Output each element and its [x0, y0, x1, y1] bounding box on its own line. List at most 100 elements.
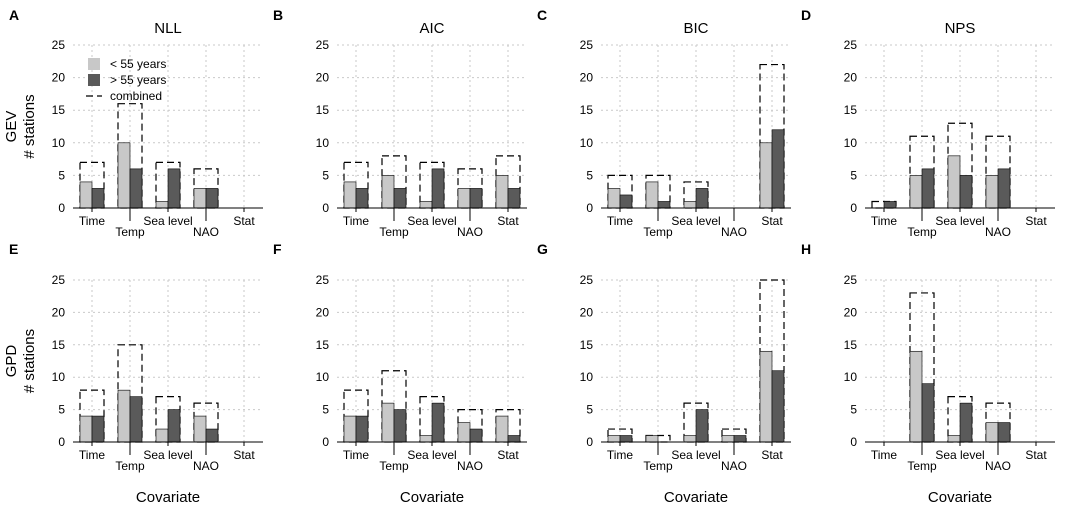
x-tick-label-sea-level: Sea level: [935, 448, 984, 462]
bar-combined-sea-level: [683, 402, 709, 443]
bar-over55-sea-level: [695, 409, 709, 443]
x-axis-title: Covariate: [400, 489, 464, 506]
bar-combined-temp: [909, 292, 935, 443]
bar-over55-time: [91, 188, 105, 209]
bar-under55-nao: [457, 422, 471, 443]
x-tick-label-sea-level: Sea level: [671, 214, 720, 228]
x-tick-label-temp: Temp: [115, 225, 145, 239]
y-tick-label: 10: [52, 136, 66, 150]
bar-under55-stat: [759, 142, 773, 209]
bar-over55-temp: [921, 168, 935, 209]
x-tick-label-time: Time: [343, 448, 370, 462]
bar-over55-nao: [469, 188, 483, 209]
panel-title: NLL: [154, 20, 182, 37]
bar-under55-stat: [759, 350, 773, 443]
bar-under55-nao: [193, 188, 207, 209]
bar-over55-stat: [771, 129, 785, 209]
bar-under55-temp: [909, 350, 923, 443]
y-tick-label: 0: [586, 201, 593, 215]
bar-combined-nao: [985, 402, 1011, 443]
legend-label: combined: [110, 89, 162, 103]
bar-over55-stat: [771, 370, 785, 443]
y-tick-label: 10: [580, 370, 594, 384]
y-tick-label: 25: [844, 38, 858, 52]
y-tick-label: 5: [850, 168, 857, 182]
y-tick-label: 15: [580, 103, 594, 117]
bar-under55-temp: [381, 402, 395, 443]
y-tick-label: 20: [52, 305, 66, 319]
x-tick-label-stat: Stat: [497, 214, 519, 228]
bar-under55-stat: [495, 415, 509, 443]
x-tick-label-temp: Temp: [643, 459, 673, 473]
y-tick-label: 15: [316, 338, 330, 352]
y-tick-label: 15: [580, 338, 594, 352]
y-tick-label: 5: [58, 403, 65, 417]
bar-under55-temp: [117, 142, 131, 209]
x-tick-label-stat: Stat: [761, 214, 783, 228]
x-tick-label-stat: Stat: [1025, 214, 1047, 228]
bar-over55-nao: [205, 428, 219, 443]
bar-over55-time: [355, 415, 369, 443]
x-tick-label-temp: Temp: [643, 225, 673, 239]
bar-over55-time: [619, 435, 633, 443]
panel-letter: D: [801, 7, 811, 23]
y-tick-label: 20: [580, 305, 594, 319]
bar-over55-time: [883, 201, 897, 209]
bar-over55-stat: [507, 435, 521, 443]
legend-swatch-over55: [88, 74, 100, 86]
bar-under55-temp: [645, 181, 659, 209]
y-tick-label: 5: [586, 403, 593, 417]
bar-over55-sea-level: [167, 168, 181, 209]
bar-over55-temp: [393, 188, 407, 209]
y-tick-label: 25: [316, 273, 330, 287]
y-axis-title: # stations: [21, 329, 38, 393]
x-tick-label-time: Time: [79, 214, 106, 228]
x-tick-label-nao: NAO: [457, 459, 483, 473]
y-tick-label: 20: [844, 305, 858, 319]
x-tick-label-temp: Temp: [115, 459, 145, 473]
y-tick-label: 10: [52, 370, 66, 384]
bar-under55-sea-level: [947, 155, 961, 209]
y-tick-label: 0: [58, 201, 65, 215]
bar-under55-sea-level: [155, 428, 169, 443]
x-tick-label-stat: Stat: [233, 214, 255, 228]
x-tick-label-temp: Temp: [907, 459, 937, 473]
bar-under55-temp: [381, 175, 395, 209]
y-tick-label: 20: [316, 305, 330, 319]
x-tick-label-stat: Stat: [497, 448, 519, 462]
bar-under55-sea-level: [683, 201, 697, 209]
bar-over55-temp: [657, 201, 671, 209]
y-tick-label: 5: [322, 403, 329, 417]
panel-title: AIC: [419, 20, 444, 37]
y-tick-label: 5: [586, 168, 593, 182]
bar-under55-stat: [495, 175, 509, 209]
panel-title: NPS: [945, 20, 976, 37]
x-tick-label-time: Time: [343, 214, 370, 228]
x-tick-label-temp: Temp: [379, 459, 409, 473]
x-tick-label-time: Time: [871, 448, 898, 462]
y-tick-label: 25: [844, 273, 858, 287]
y-tick-label: 25: [52, 38, 66, 52]
x-tick-label-nao: NAO: [721, 225, 747, 239]
y-tick-label: 20: [52, 71, 66, 85]
bar-over55-sea-level: [431, 402, 445, 443]
x-tick-label-nao: NAO: [193, 459, 219, 473]
y-axis-title: # stations: [21, 94, 38, 158]
x-axis-title: Covariate: [928, 489, 992, 506]
y-tick-label: 25: [316, 38, 330, 52]
bar-over55-time: [619, 194, 633, 209]
y-tick-label: 0: [58, 435, 65, 449]
bar-under55-nao: [457, 188, 471, 209]
bar-over55-sea-level: [959, 402, 973, 443]
x-tick-label-time: Time: [607, 448, 634, 462]
legend-swatch-under55: [88, 58, 100, 70]
bar-over55-nao: [469, 428, 483, 443]
panel-letter: H: [801, 241, 811, 257]
y-tick-label: 10: [316, 136, 330, 150]
bar-under55-time: [79, 181, 93, 209]
bar-under55-time: [607, 188, 621, 209]
